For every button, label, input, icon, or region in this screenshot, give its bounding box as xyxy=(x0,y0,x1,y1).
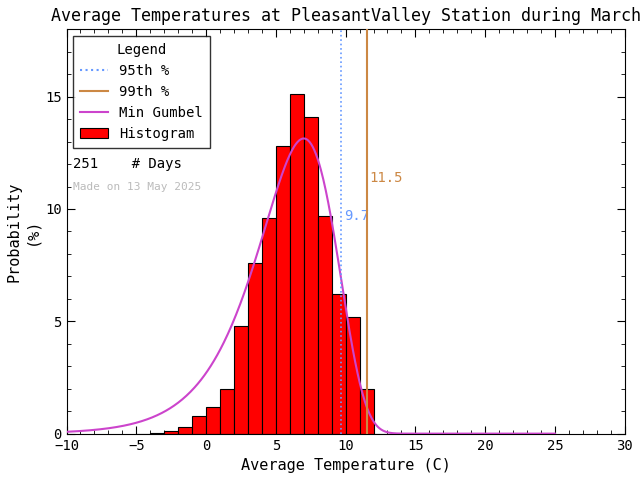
Bar xyxy=(332,294,346,433)
Bar xyxy=(234,326,248,433)
Text: 251    # Days: 251 # Days xyxy=(74,157,182,171)
Text: 9.7: 9.7 xyxy=(344,209,369,223)
X-axis label: Average Temperature (C): Average Temperature (C) xyxy=(241,458,451,473)
Bar xyxy=(150,432,164,433)
Bar xyxy=(360,389,374,433)
Bar xyxy=(192,416,206,433)
Bar xyxy=(276,146,290,433)
Y-axis label: Probability
(%): Probability (%) xyxy=(7,181,39,282)
Bar xyxy=(262,218,276,433)
Bar xyxy=(220,389,234,433)
Bar xyxy=(290,95,304,433)
Bar xyxy=(206,407,220,433)
Bar xyxy=(164,432,178,433)
Bar xyxy=(346,317,360,433)
Bar xyxy=(178,427,192,433)
Bar xyxy=(248,263,262,433)
Text: Made on 13 May 2025: Made on 13 May 2025 xyxy=(74,182,202,192)
Legend: 95th %, 99th %, Min Gumbel, Histogram: 95th %, 99th %, Min Gumbel, Histogram xyxy=(74,36,210,148)
Title: Average Temperatures at PleasantValley Station during March: Average Temperatures at PleasantValley S… xyxy=(51,7,640,25)
Text: 11.5: 11.5 xyxy=(369,171,403,185)
Bar xyxy=(317,216,332,433)
Bar xyxy=(304,117,317,433)
